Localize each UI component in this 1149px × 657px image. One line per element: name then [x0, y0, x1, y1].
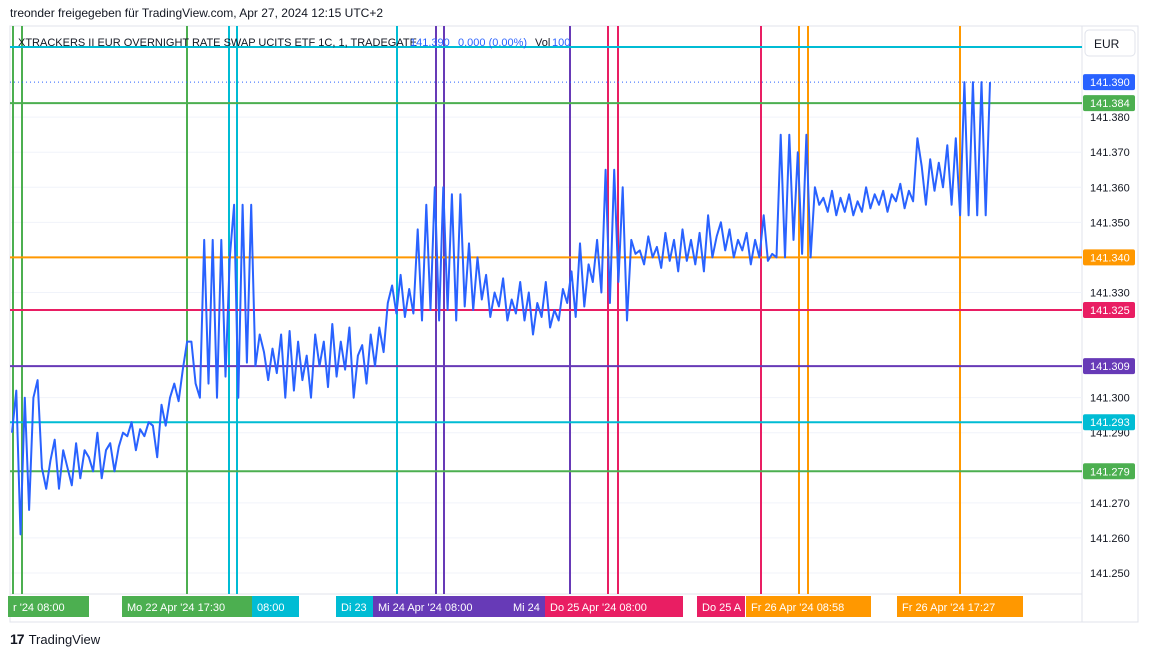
y-tick-label: 141.290	[1090, 428, 1130, 440]
horizontal-lines	[10, 46, 1082, 473]
level-badge-label: 141.384	[1090, 98, 1130, 110]
level-badge-label: 141.309	[1090, 361, 1130, 373]
last-price-badge-label: 141.390	[1090, 77, 1130, 89]
time-label: Mi 24 Apr '24 08:00	[378, 602, 472, 614]
level-badge	[1083, 414, 1135, 431]
price-series-line[interactable]	[11, 81, 991, 536]
publisher-line: treonder freigegeben für TradingView.com…	[10, 6, 384, 20]
level-badge-label: 141.279	[1090, 466, 1130, 478]
time-label: Fr 26 Apr '24 08:58	[751, 602, 844, 614]
level-badge	[1083, 358, 1135, 375]
currency-button-label: EUR	[1094, 37, 1120, 51]
time-label-badge	[122, 596, 252, 617]
time-label: Fr 26 Apr '24 17:27	[902, 602, 995, 614]
level-badge	[1083, 463, 1135, 480]
y-tick-label: 141.270	[1090, 498, 1130, 510]
level-badge-label: 141.340	[1090, 252, 1130, 264]
legend-last: 141.390	[410, 37, 450, 49]
price-scale-badges: 141.384141.340141.325141.309141.293141.2…	[1083, 74, 1135, 480]
time-label-badge	[8, 596, 89, 617]
chart-border	[9, 25, 1139, 623]
y-tick-label: 141.250	[1090, 568, 1130, 580]
time-label: r '24 08:00	[13, 602, 65, 614]
y-tick-label: 141.380	[1090, 112, 1130, 124]
price-scale-ticks: 141.380 141.370 141.360 141.350 141.330 141.3…	[1090, 112, 1130, 580]
level-badge-label: 141.293	[1090, 417, 1130, 429]
time-label: Do 25 A	[702, 602, 742, 614]
level-badge	[1083, 95, 1135, 112]
time-label-badge	[508, 596, 545, 617]
legend-vol-value: 100	[552, 37, 570, 49]
y-tick-label: 141.370	[1090, 147, 1130, 159]
time-scale-labels: r '24 08:00 Mo 22 Apr '24 17:30 08:00 Di 23…	[8, 596, 1023, 617]
y-tick-label: 141.350	[1090, 217, 1130, 229]
legend-change: 0.000 (0.00%)	[458, 37, 527, 49]
y-tick-label: 141.330	[1090, 287, 1130, 299]
level-badge-label: 141.325	[1090, 305, 1130, 317]
time-label-badge	[545, 596, 683, 617]
tradingview-logo-icon: 17	[10, 631, 25, 647]
level-badge	[1083, 302, 1135, 318]
time-label-badge	[373, 596, 538, 617]
y-tick-label: 141.360	[1090, 182, 1130, 194]
time-label: Di 23	[341, 602, 367, 614]
time-label-badge	[336, 596, 373, 617]
time-label: Mi 24	[513, 602, 540, 614]
time-label: Mo 22 Apr '24 17:30	[127, 602, 225, 614]
level-badge	[1083, 249, 1135, 266]
tradingview-footer[interactable]: 17 TradingView	[10, 631, 100, 647]
currency-button[interactable]	[1084, 29, 1136, 57]
time-label-badge	[252, 596, 299, 617]
time-label-badge	[746, 596, 871, 617]
y-tick-label: 141.300	[1090, 393, 1130, 405]
y-tick-label: 141.260	[1090, 533, 1130, 545]
time-label-badge	[697, 596, 745, 617]
legend-symbol[interactable]: XTRACKERS II EUR OVERNIGHT RATE SWAP UCI…	[18, 37, 417, 49]
tradingview-brand: TradingView	[28, 631, 101, 647]
time-label: Do 25 Apr '24 08:00	[550, 602, 647, 614]
legend-vol-label: Vol	[535, 37, 550, 49]
time-label: 08:00	[257, 602, 285, 614]
grid	[10, 116, 1082, 574]
time-label-badge	[897, 596, 1023, 617]
last-price-badge	[1083, 74, 1135, 91]
